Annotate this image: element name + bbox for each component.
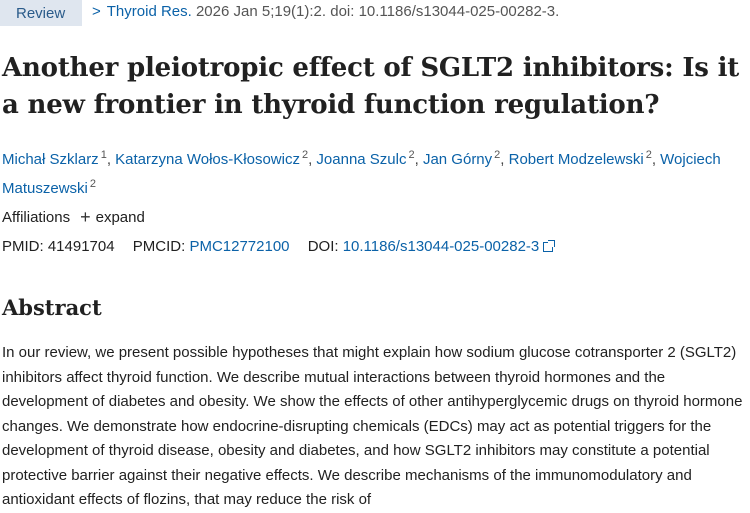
- pmcid-link[interactable]: PMC12772100: [189, 238, 290, 255]
- abstract-heading: Abstract: [2, 295, 102, 320]
- author-link[interactable]: Jan Górny: [422, 151, 493, 168]
- affiliation-ref[interactable]: 2: [645, 149, 652, 161]
- doi-label: DOI:: [307, 238, 339, 255]
- author-link[interactable]: Robert Modzelewski: [508, 151, 644, 168]
- expand-control[interactable]: + expand: [80, 207, 145, 227]
- citation-bar: Review > Thyroid Res. 2026 Jan 5;19(1):2.…: [0, 0, 750, 26]
- author-link[interactable]: Michał Szklarz: [2, 151, 99, 168]
- identifiers: PMID: 41491704 PMCID: PMC12772100 DOI: 1…: [2, 238, 556, 255]
- author-list: Michał Szklarz 1, Katarzyna Wołos-Kłosowi…: [2, 149, 721, 197]
- author-link[interactable]: Joanna Szulc: [316, 151, 407, 168]
- article-type-badge: Review: [0, 0, 82, 26]
- plus-icon: +: [80, 207, 91, 227]
- author-link[interactable]: Katarzyna Wołos-Kłosowicz: [115, 151, 300, 168]
- affiliations-toggle[interactable]: Affiliations + expand: [2, 207, 145, 227]
- article-title: Another pleiotropic effect of SGLT2 inhi…: [2, 53, 740, 120]
- article-type-label: Review: [16, 4, 66, 22]
- journal-link[interactable]: Thyroid Res.: [106, 3, 192, 20]
- affiliations-label: Affiliations: [2, 209, 71, 226]
- affiliation-ref[interactable]: 2: [301, 149, 309, 161]
- citation: > Thyroid Res. 2026 Jan 5;19(1):2. doi: 1…: [92, 3, 559, 20]
- affiliation-ref[interactable]: 2: [408, 149, 415, 161]
- external-link-icon[interactable]: [543, 240, 556, 252]
- affiliation-ref[interactable]: 1: [100, 149, 107, 161]
- citation-details: 2026 Jan 5;19(1):2. doi: 10.1186/s13044-…: [195, 3, 560, 20]
- pmcid-label: PMCID:: [132, 238, 186, 255]
- author-link[interactable]: Wojciech Matuszewski: [2, 151, 721, 197]
- affiliation-ref[interactable]: 2: [89, 178, 96, 190]
- chevron-right-icon[interactable]: >: [92, 3, 101, 20]
- expand-label: expand: [95, 209, 145, 226]
- pmid-label: PMID:: [2, 238, 44, 255]
- affiliation-ref[interactable]: 2: [494, 149, 501, 161]
- pmid-value: 41491704: [47, 238, 115, 255]
- doi-link[interactable]: 10.1186/s13044-025-00282-3: [342, 238, 540, 255]
- abstract-text: In our review, we present possible hypot…: [2, 344, 743, 508]
